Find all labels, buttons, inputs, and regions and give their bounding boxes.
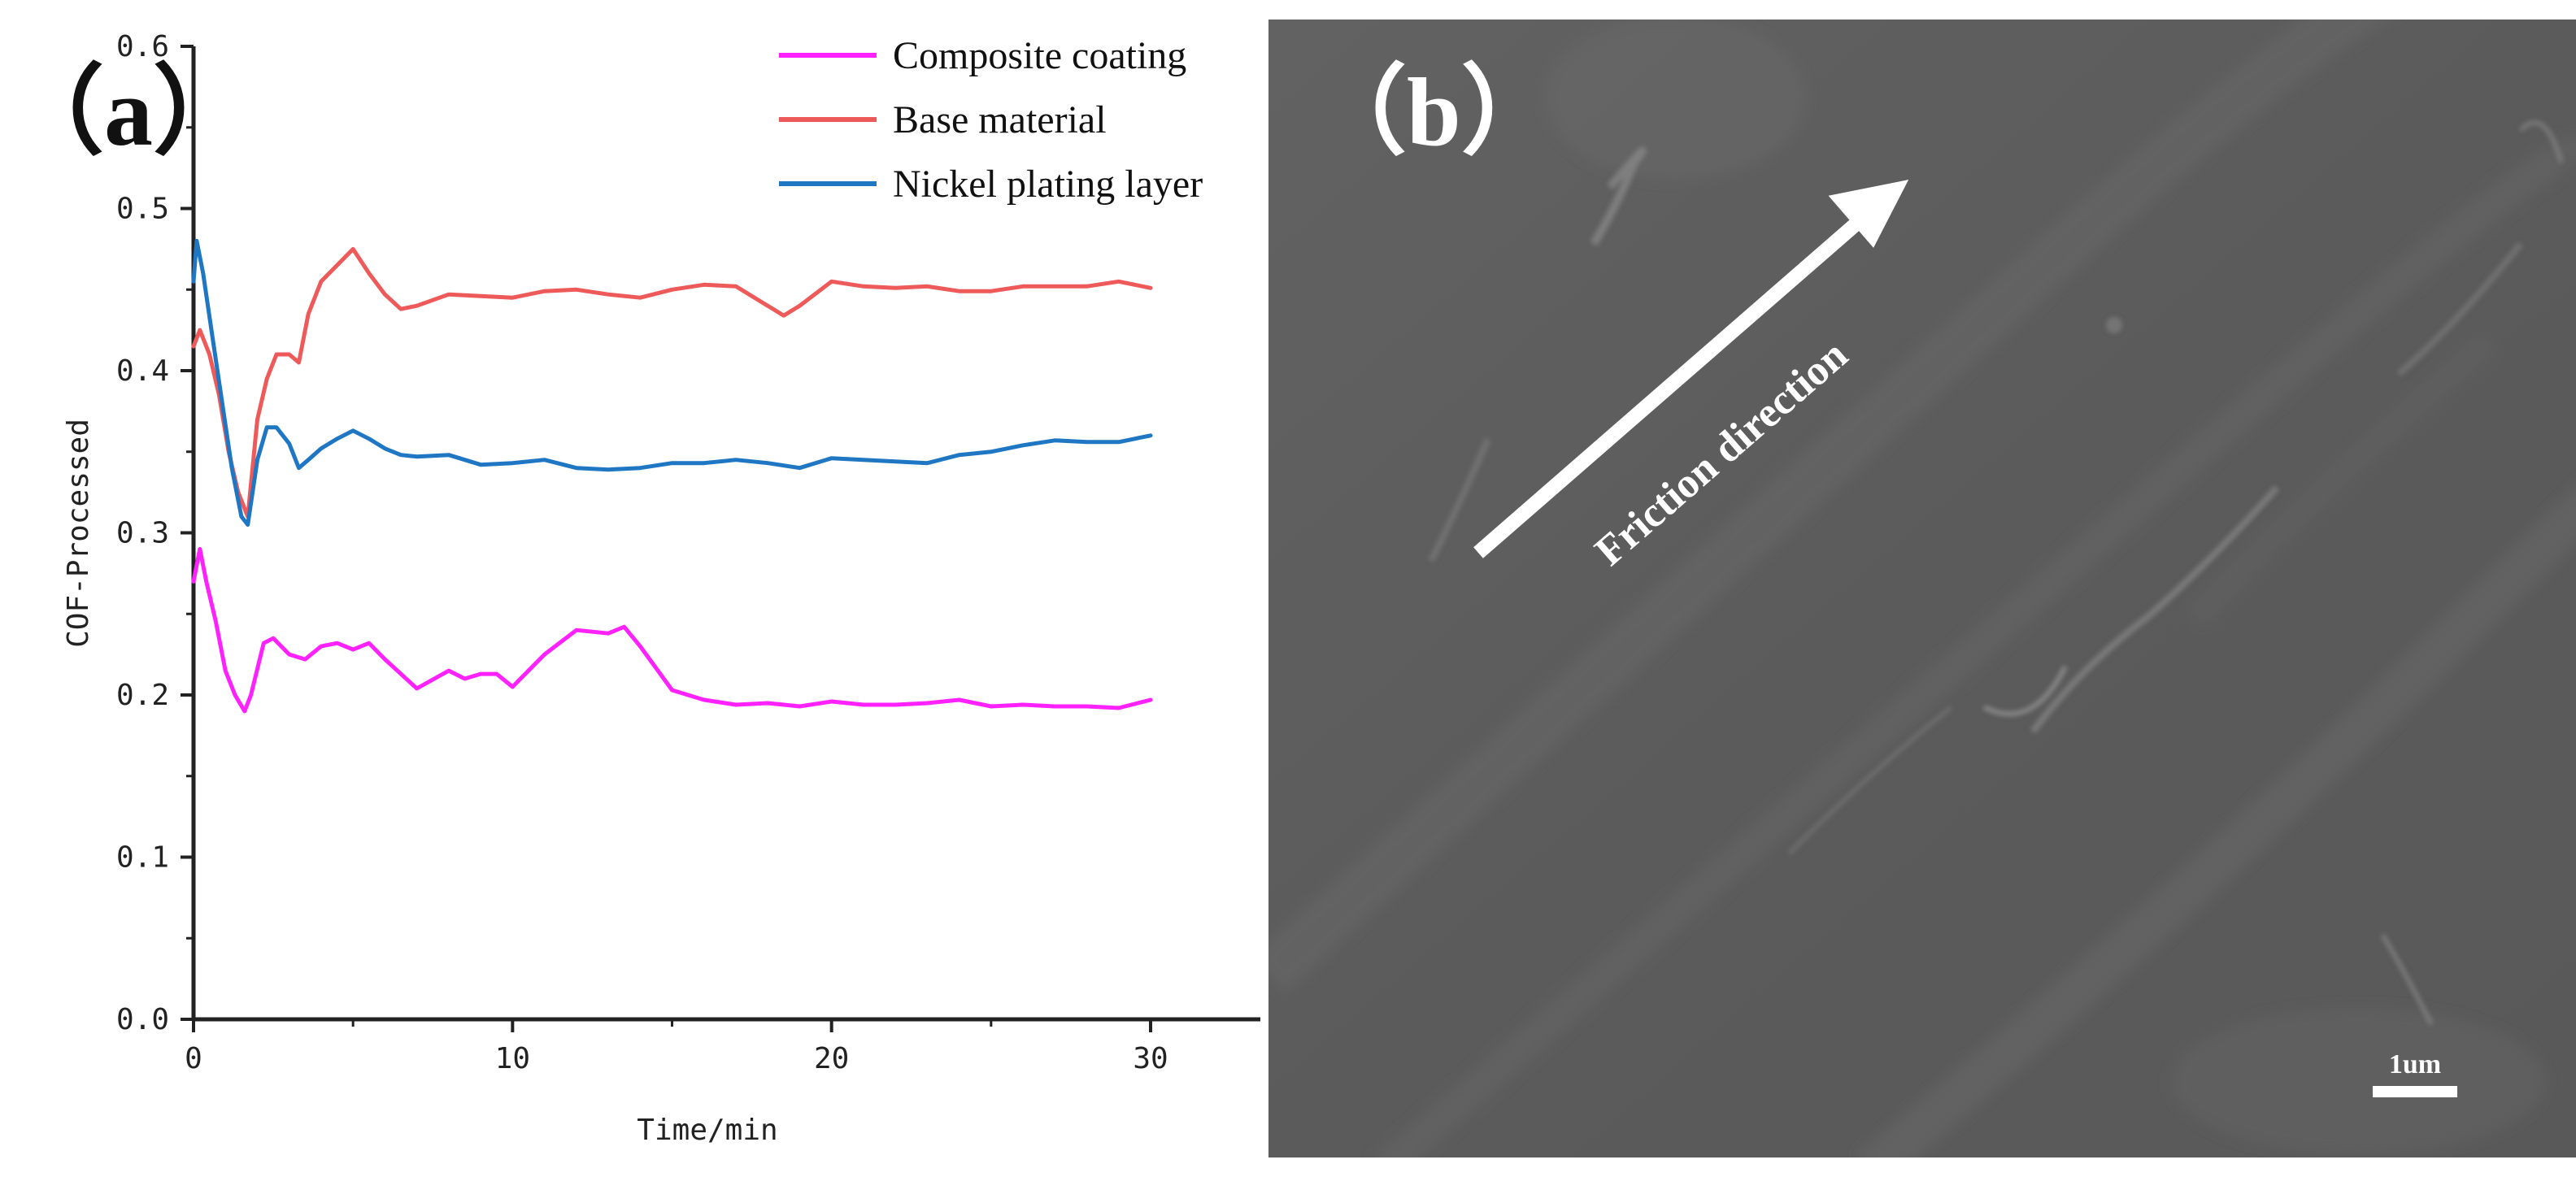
x-axis-label: Time/min xyxy=(637,1114,777,1147)
y-tick-label: 0.3 xyxy=(116,517,169,550)
series-lines xyxy=(191,238,1153,714)
legend-label-base: Base material xyxy=(893,98,1107,141)
panel-a-label: （a） xyxy=(7,58,250,166)
y-tick-label: 0.2 xyxy=(116,679,169,712)
scale-bar xyxy=(2373,1086,2457,1097)
series-line-nickel-plating-layer xyxy=(191,238,1153,527)
y-tick-label: 0.1 xyxy=(116,841,169,875)
panel-b-label: （b） xyxy=(1309,58,1559,166)
y-tick-label: 0.5 xyxy=(116,193,169,226)
y-tick-label: 0.0 xyxy=(116,1003,169,1036)
legend-label-nickel: Nickel plating layer xyxy=(893,163,1203,206)
x-tick-label: 30 xyxy=(1133,1042,1168,1075)
series-line-base-material xyxy=(191,246,1153,519)
x-tick-label: 20 xyxy=(814,1042,849,1075)
friction-arrow-shaft xyxy=(1473,207,1873,558)
legend: Composite coating Base material Nickel p… xyxy=(779,34,1203,206)
y-axis-label: COF-Processed xyxy=(62,419,95,648)
y-tick-label: 0.6 xyxy=(116,30,169,63)
sem-ridges xyxy=(1268,20,2576,1157)
series-line-composite-coating xyxy=(191,546,1153,714)
sem-highlights xyxy=(1428,120,2564,1026)
x-tick-label: 0 xyxy=(185,1042,202,1075)
sem-background xyxy=(1268,20,2576,1157)
panel-b-sem-image: （b） Friction direction 1um xyxy=(1268,20,2576,1157)
x-ticks: 0 10 20 30 xyxy=(185,1019,1168,1075)
x-tick-label: 10 xyxy=(495,1042,530,1075)
friction-arrow-head-icon xyxy=(1828,180,1909,248)
sem-texture xyxy=(1268,20,2576,1157)
scale-bar-label: 1um xyxy=(2389,1049,2441,1079)
panel-a-chart: （a） 0.0 0.1 0.2 0.3 0.4 0.5 0.6 0 10 20 30 COF-Pr… xyxy=(7,30,1260,1147)
legend-label-composite: Composite coating xyxy=(893,34,1186,77)
y-ticks: 0.0 0.1 0.2 0.3 0.4 0.5 0.6 xyxy=(116,30,194,1036)
y-tick-label: 0.4 xyxy=(116,354,169,388)
